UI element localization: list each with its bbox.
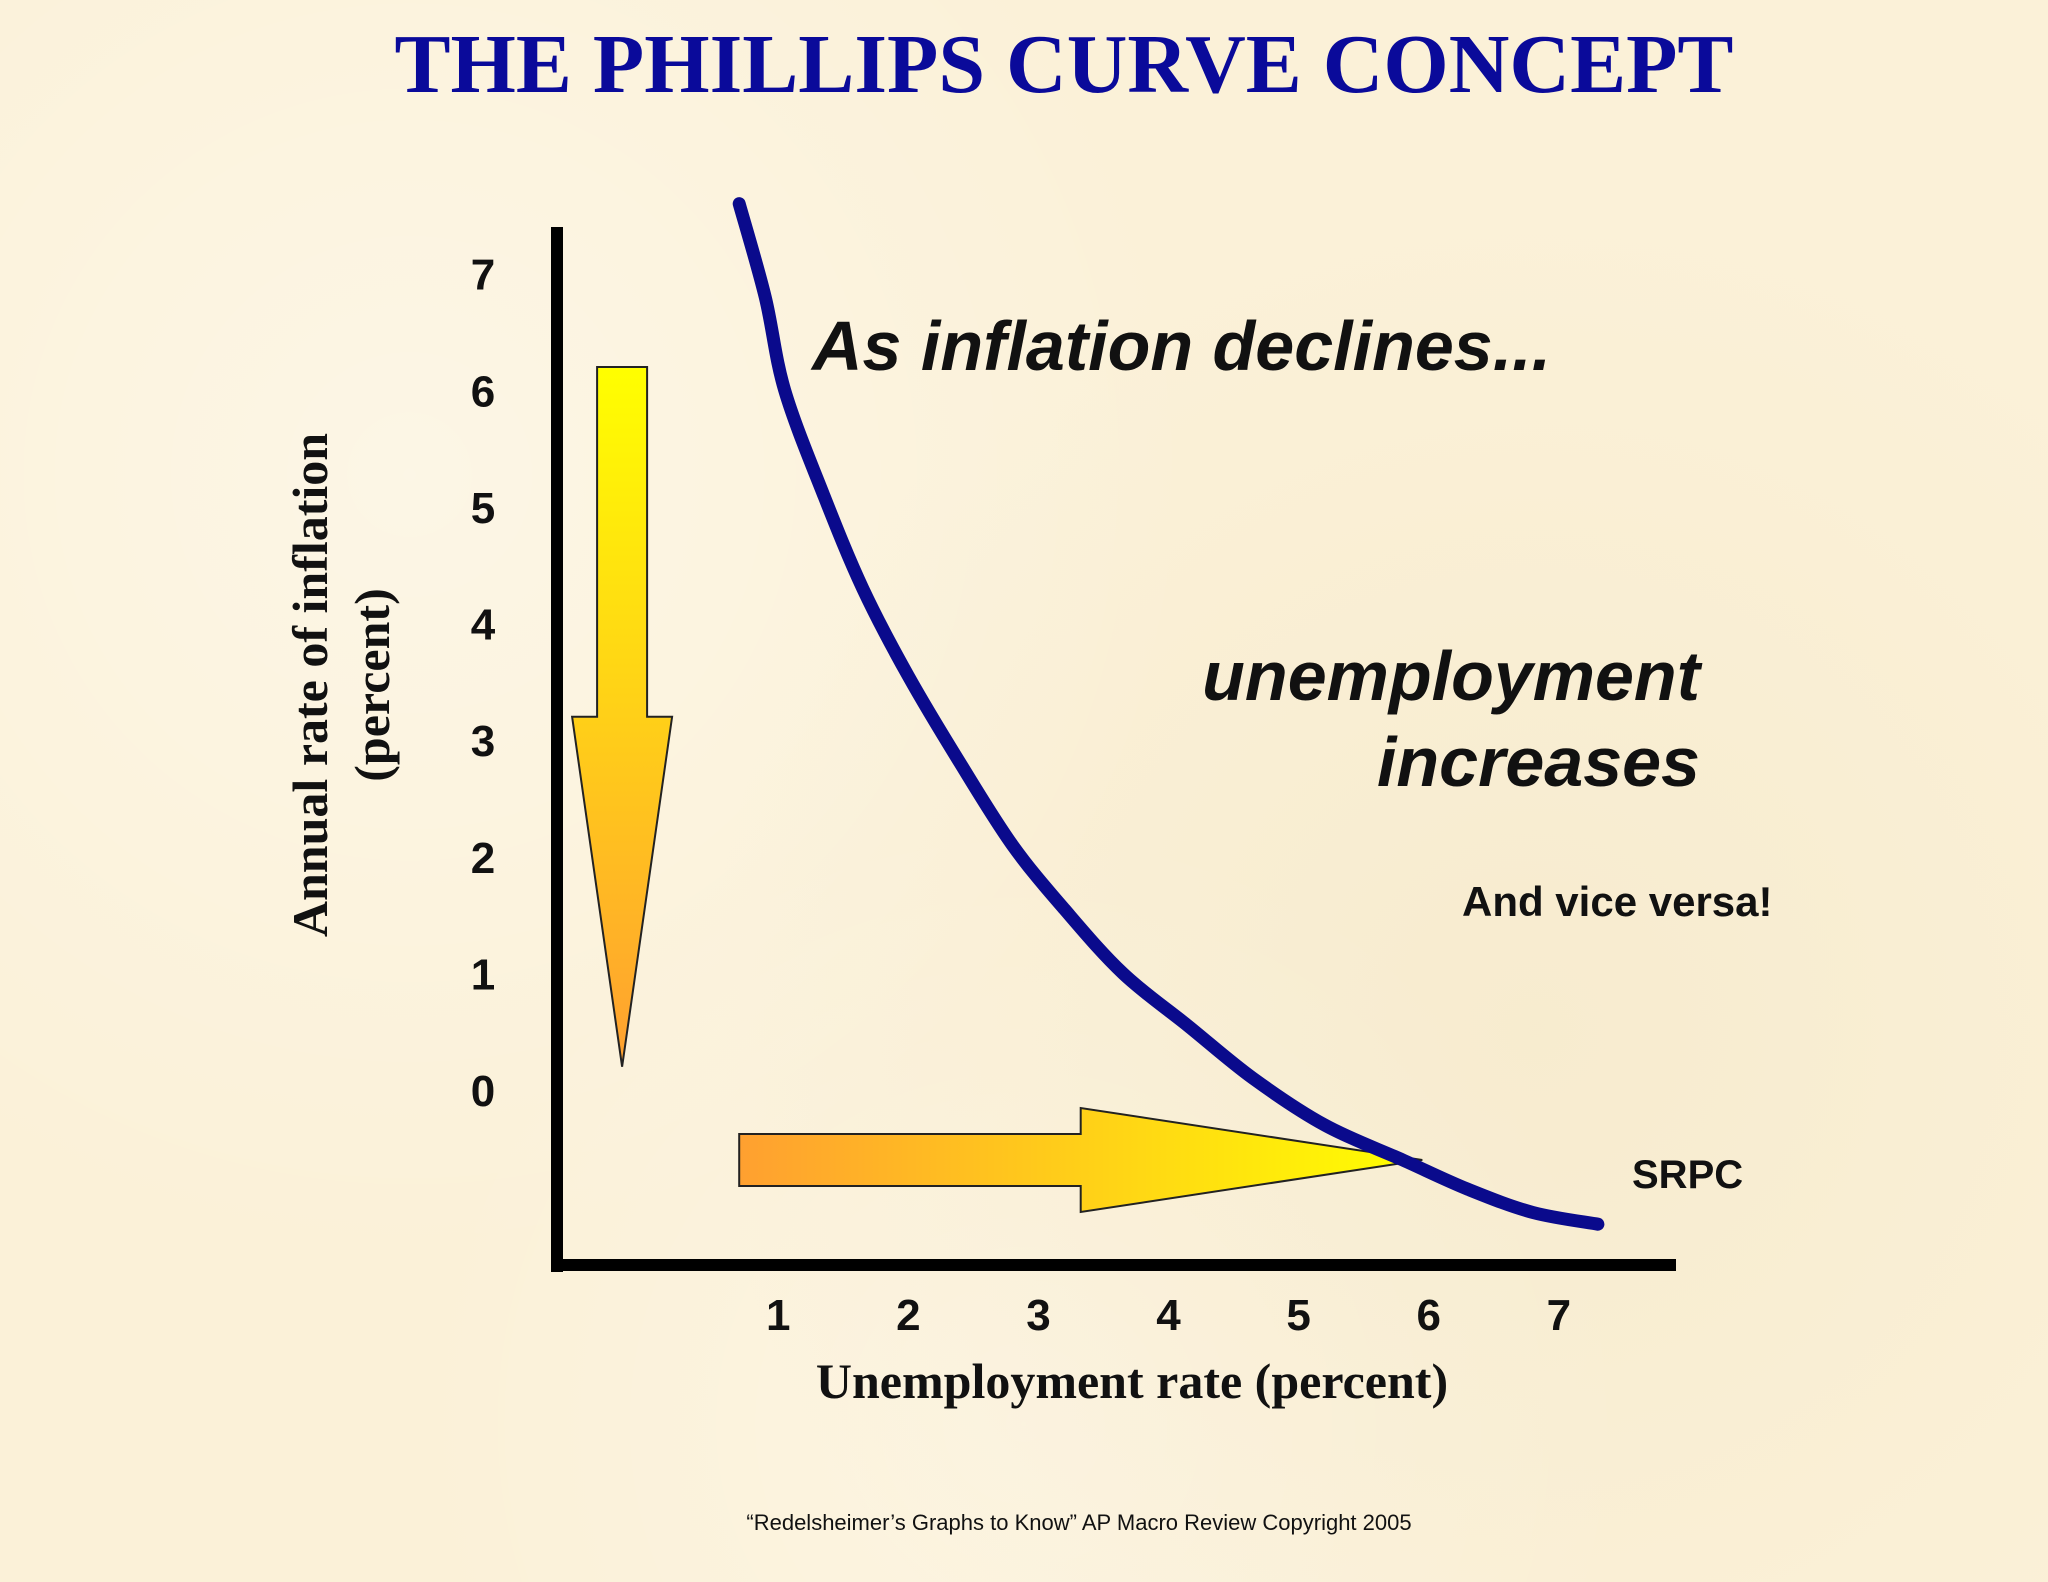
x-tick-5: 5	[1286, 1291, 1310, 1340]
y-axis-label-line-1: Annual rate of inflation	[282, 432, 338, 938]
x-tick-labels: 1 2 3 4 5 6 7	[766, 1291, 1571, 1340]
inflation-down-arrow	[570, 366, 674, 1067]
y-tick-0: 0	[471, 1067, 495, 1116]
annotation-line-1: unemployment	[1202, 637, 1700, 715]
unemployment-right-arrow	[738, 1106, 1423, 1214]
vice-versa-annotation: And vice versa!	[1462, 878, 1773, 925]
x-tick-2: 2	[896, 1291, 920, 1340]
x-tick-1: 1	[766, 1291, 790, 1340]
y-tick-labels: 0 1 2 3 4 5 6 7	[471, 251, 496, 1116]
x-tick-4: 4	[1156, 1291, 1181, 1340]
srpc-curve	[732, 197, 1605, 1231]
srpc-curve-label: SRPC	[1632, 1153, 1744, 1197]
chart-title: THE PHILLIPS CURVE CONCEPT	[394, 18, 1734, 111]
y-tick-2: 2	[471, 834, 495, 883]
copyright-footer: “Redelsheimer’s Graphs to Know” AP Macro…	[746, 1510, 1412, 1535]
y-axis-label: Annual rate of inflation (percent)	[279, 335, 403, 1035]
x-tick-3: 3	[1026, 1291, 1050, 1340]
y-axis-label-line-2: (percent)	[344, 588, 400, 782]
inflation-declines-annotation: As inflation declines...	[812, 307, 1552, 385]
y-tick-7: 7	[471, 251, 495, 300]
x-tick-6: 6	[1417, 1291, 1441, 1340]
x-tick-7: 7	[1547, 1291, 1571, 1340]
y-tick-5: 5	[471, 484, 495, 533]
x-axis-label: Unemployment rate (percent)	[815, 1353, 1449, 1409]
unemployment-increases-annotation: unemployment increases	[1202, 633, 1700, 805]
annotation-line-2: increases	[1376, 723, 1700, 801]
y-tick-4: 4	[471, 601, 496, 650]
y-tick-6: 6	[471, 367, 495, 416]
y-tick-3: 3	[471, 717, 495, 766]
y-tick-1: 1	[471, 950, 495, 999]
